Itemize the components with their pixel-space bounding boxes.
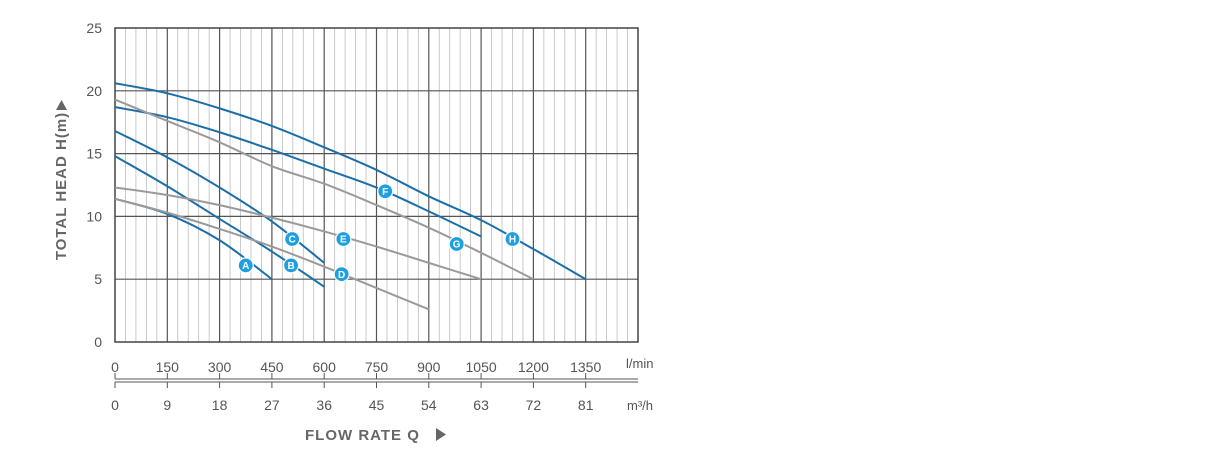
primary-x-tick-label: 300	[208, 359, 232, 375]
x-axis-title: FLOW RATE Q	[305, 427, 420, 444]
primary-x-tick-label: 750	[365, 359, 389, 375]
series-line-g	[114, 98, 534, 281]
y-tick-label: 5	[94, 271, 102, 287]
primary-x-tick-label: 1200	[518, 359, 549, 375]
series-line-h	[114, 82, 587, 281]
series-badge-f	[377, 183, 394, 200]
primary-x-tick-label: 150	[156, 359, 180, 375]
primary-x-tick-label: 450	[260, 359, 284, 375]
series-badge-h	[504, 230, 521, 248]
badge-layer: A B C D E F G H	[237, 183, 521, 283]
secondary-x-tick-label: 0	[111, 397, 119, 413]
y-tick-label: 0	[94, 334, 102, 350]
primary-x-tick-label: 0	[111, 359, 119, 375]
y-axis-title: TOTAL HEAD H(m)	[53, 112, 70, 260]
series-label-c: C	[289, 235, 296, 246]
series-badge-b	[282, 257, 300, 274]
secondary-x-tick-label: 81	[578, 397, 594, 413]
x-unit-secondary: m³/h	[627, 398, 653, 413]
secondary-x-tick-label: 36	[316, 397, 332, 413]
primary-x-tick-label: 900	[417, 359, 441, 375]
series-label-g: G	[453, 240, 461, 251]
secondary-x-tick-label: 9	[163, 397, 171, 413]
y-tick-label: 25	[86, 20, 102, 36]
series-label-d: D	[338, 270, 345, 281]
primary-x-tick-label: 600	[313, 359, 337, 375]
plot-frame	[114, 27, 639, 343]
series-layer	[114, 82, 587, 311]
y-tick-label: 10	[86, 208, 102, 224]
x-axis-arrow-icon	[436, 428, 446, 441]
secondary-x-tick-label: 72	[526, 397, 542, 413]
y-tick-label: 20	[86, 83, 102, 99]
plot-border	[114, 27, 639, 343]
secondary-x-tick-label: 45	[369, 397, 385, 413]
series-label-a: A	[242, 261, 249, 272]
series-badge-a	[237, 257, 254, 274]
series-badge-d	[333, 266, 350, 283]
series-label-b: B	[287, 261, 294, 272]
y-tick-label: 15	[86, 146, 102, 162]
series-line-e	[114, 186, 482, 281]
series-badge-e	[335, 230, 352, 248]
series-line-d	[114, 197, 430, 311]
series-badge-g	[448, 235, 465, 253]
primary-x-tick-label: 1350	[570, 359, 601, 375]
series-label-h: H	[509, 235, 516, 246]
secondary-x-tick-label: 54	[421, 397, 437, 413]
grid	[115, 28, 638, 342]
series-label-f: F	[382, 187, 388, 198]
series-label-e: E	[340, 235, 347, 246]
x-unit-primary: l/min	[626, 356, 653, 371]
y-axis-arrow-icon	[56, 100, 67, 110]
series-line-f	[114, 106, 482, 238]
secondary-x-tick-label: 18	[212, 397, 228, 413]
secondary-x-tick-label: 27	[264, 397, 280, 413]
primary-x-tick-label: 1050	[466, 359, 497, 375]
secondary-x-tick-label: 63	[473, 397, 489, 413]
series-badge-c	[284, 230, 301, 248]
